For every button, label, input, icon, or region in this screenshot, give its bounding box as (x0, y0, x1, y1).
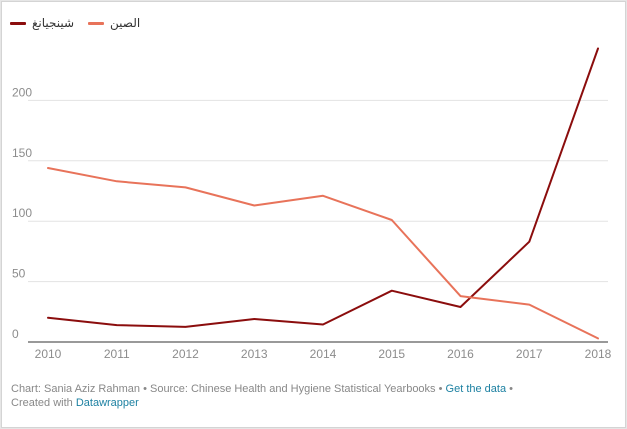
legend-item-xinjiang: شينجيانغ (10, 16, 74, 30)
series-line-xinjiang (47, 47, 599, 328)
y-tick-label: 200 (12, 85, 32, 99)
legend-label-xinjiang: شينجيانغ (32, 16, 75, 30)
x-tick-label: 2018 (585, 347, 612, 361)
legend-swatch-xinjiang (10, 21, 26, 25)
x-tick-label: 2012 (172, 347, 199, 361)
footer-separator-1: • (140, 383, 150, 395)
series-line-china (47, 167, 599, 340)
x-tick-label: 2011 (104, 347, 130, 361)
y-tick-label: 0 (12, 327, 19, 341)
datawrapper-link[interactable]: Datawrapper (75, 397, 139, 409)
legend: شينجيانغ الصين (10, 14, 140, 32)
gridlines (28, 99, 608, 343)
x-tick-label: 2017 (516, 347, 543, 361)
footer-created-with: Created with (11, 397, 73, 409)
x-tick-label: 2015 (378, 347, 405, 361)
legend-swatch-china (88, 21, 105, 25)
y-axis-ticks: 0 50 100 150 200 (12, 85, 32, 341)
legend-label-china: الصين (110, 16, 141, 30)
x-tick-label: 2016 (447, 347, 474, 361)
footer-author: Chart: Sania Aziz Rahman (11, 383, 141, 395)
get-the-data-link[interactable]: Get the data (445, 383, 507, 395)
x-tick-label: 2014 (310, 347, 337, 361)
x-tick-label: 2013 (241, 347, 268, 361)
y-tick-label: 100 (12, 206, 32, 220)
series-lines (47, 47, 599, 340)
footer-separator-2: • (435, 383, 446, 395)
footer-source: Source: Chinese Health and Hygiene Stati… (149, 383, 436, 395)
legend-item-china: الصين (88, 16, 140, 30)
x-axis-ticks: 2010 2011 2012 2013 2014 2015 2016 2017 2018 (35, 347, 612, 361)
y-tick-label: 50 (12, 267, 26, 281)
chart-footer: Chart: Sania Aziz Rahman • Source: Chine… (11, 382, 571, 410)
x-tick-label: 2010 (35, 347, 62, 361)
footer-separator-3: • (506, 383, 513, 395)
y-tick-label: 150 (12, 146, 32, 160)
